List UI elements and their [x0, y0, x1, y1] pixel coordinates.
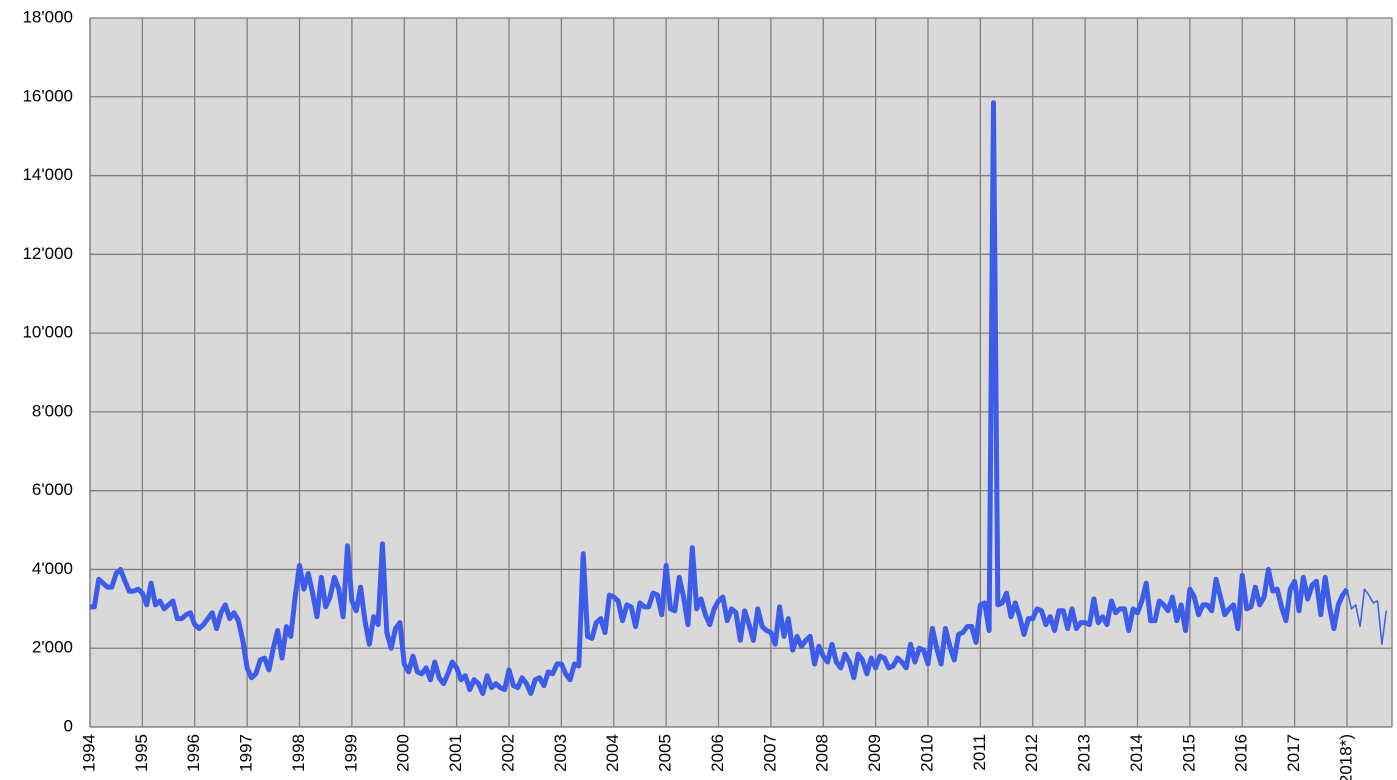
x-tick-label: 1995 [132, 734, 151, 772]
x-tick-label: 2017 [1284, 734, 1303, 772]
y-tick-label: 18'000 [22, 7, 73, 26]
x-tick-label: 2005 [656, 734, 675, 772]
data-line [90, 100, 1350, 697]
x-tick-label: 2016 [1232, 734, 1251, 772]
x-tick-label: 2010 [917, 734, 936, 772]
y-tick-label: 0 [64, 716, 73, 735]
x-tick-label: 2003 [551, 734, 570, 772]
y-tick-label: 10'000 [22, 323, 73, 342]
x-tick-label: 1994 [79, 734, 98, 772]
y-tick-label: 6'000 [32, 480, 73, 499]
x-tick-label: 1997 [237, 734, 256, 772]
x-tick-label: 2018*) [1336, 734, 1355, 780]
x-tick-label: 2015 [1179, 734, 1198, 772]
x-tick-label: 1999 [341, 734, 360, 772]
x-tick-label: 2007 [760, 734, 779, 772]
x-tick-label: 2009 [865, 734, 884, 772]
x-tick-label: 2008 [813, 734, 832, 772]
y-tick-label: 12'000 [22, 244, 73, 263]
x-tick-label: 2001 [446, 734, 465, 772]
x-tick-label: 2013 [1075, 734, 1094, 772]
x-tick-label: 1998 [289, 734, 308, 772]
x-tick-label: 2014 [1127, 734, 1146, 772]
x-tick-label: 2011 [970, 734, 989, 771]
y-tick-label: 2'000 [32, 638, 73, 657]
y-tick-label: 14'000 [22, 165, 73, 184]
x-tick-label: 2000 [394, 734, 413, 772]
x-tick-label: 2012 [1022, 734, 1041, 772]
x-tick-label: 2006 [708, 734, 727, 772]
x-tick-label: 2004 [603, 734, 622, 772]
y-tick-label: 16'000 [22, 86, 73, 105]
y-tick-label: 8'000 [32, 401, 73, 420]
x-tick-label: 1996 [184, 734, 203, 772]
data-line [1346, 588, 1388, 646]
x-tick-label: 2002 [498, 734, 517, 772]
y-tick-label: 4'000 [32, 559, 73, 578]
